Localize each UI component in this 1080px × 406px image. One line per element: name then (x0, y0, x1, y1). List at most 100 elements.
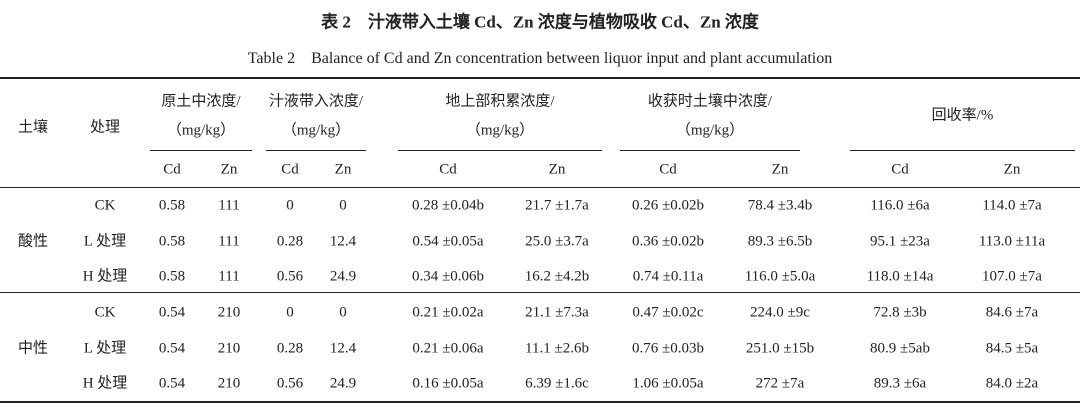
table-title: 表 2 汁液带入土壤 Cd、Zn 浓度与植物吸收 Cd、Zn 浓度 (321, 12, 759, 32)
table-cell: 114.0 ±7a (982, 197, 1042, 214)
group-rule (150, 150, 252, 151)
table-cell: 210 (217, 340, 241, 356)
group-header: 回收率/% (931, 107, 994, 124)
table-cell: 72.8 ±3b (873, 304, 927, 321)
column-header: 处理 (89, 119, 121, 136)
table-cell: 0 (286, 304, 294, 321)
table-cell: 111 (218, 233, 240, 249)
group-header: 收获时土壤中浓度/ (647, 93, 773, 110)
table-cell: 11.1 ±2.6b (525, 340, 589, 356)
table-cell: 0.47 ±0.02c (632, 304, 704, 321)
table-cell: 24.9 (329, 375, 357, 392)
table-cell: 0.54 (158, 304, 186, 321)
sub-header: Zn (220, 161, 238, 178)
table-cell: 210 (217, 375, 241, 392)
column-header: 土壤 (17, 119, 49, 136)
table-cell: 0.58 (158, 197, 186, 214)
group-header: 汁液带入浓度/ (268, 93, 364, 110)
group-header: 原土中浓度/ (161, 93, 241, 110)
table-cell: 0.58 (158, 233, 186, 249)
table-cell: 0.28 (276, 233, 304, 249)
table-cell: 95.1 ±23a (870, 233, 930, 249)
table-cell: 0.28 (276, 340, 304, 356)
table-cell: 0.76 ±0.03b (632, 340, 704, 356)
bottom-rule (0, 401, 1080, 403)
table-cell: 0.26 ±0.02b (632, 197, 704, 214)
table-cell: 24.9 (329, 268, 357, 285)
soil-label: 中性 (17, 340, 49, 356)
top-rule (0, 77, 1080, 79)
table-cell: 78.4 ±3.4b (747, 197, 813, 214)
table-cell: 107.0 ±7a (982, 268, 1042, 285)
table-cell: 118.0 ±14a (866, 268, 934, 285)
table-cell: 210 (217, 304, 241, 321)
sub-header: Zn (334, 161, 352, 178)
table-subtitle: Table 2 Balance of Cd and Zn concentrati… (247, 50, 833, 67)
table-cell: 80.9 ±5ab (870, 340, 930, 356)
treatment-label: CK (94, 304, 116, 321)
table-cell: 84.0 ±2a (985, 375, 1039, 392)
table-cell: 12.4 (329, 340, 357, 356)
table-cell: 0.21 ±0.06a (412, 340, 484, 356)
table-cell: 251.0 ±15b (745, 340, 815, 356)
table-cell: 21.1 ±7.3a (525, 304, 589, 321)
group-header: （mg/kg） (675, 122, 745, 139)
sub-header: Cd (281, 161, 299, 178)
table-cell: 0 (286, 197, 294, 214)
soil-label: 酸性 (17, 233, 49, 249)
group-header: （mg/kg） (166, 122, 236, 139)
group-header: （mg/kg） (465, 122, 535, 139)
sub-header: Cd (891, 161, 909, 178)
sub-header: Zn (548, 161, 566, 178)
table-cell: 116.0 ±6a (870, 197, 930, 214)
treatment-label: CK (94, 197, 116, 214)
group-rule (398, 150, 602, 151)
table-cell: 25.0 ±3.7a (525, 233, 589, 249)
sub-header: Zn (1003, 161, 1021, 178)
table-cell: 0.28 ±0.04b (412, 197, 484, 214)
table-cell: 0 (339, 304, 347, 321)
table-cell: 6.39 ±1.6c (525, 375, 589, 392)
table-cell: 12.4 (329, 233, 357, 249)
table-cell: 84.5 ±5a (985, 340, 1039, 356)
sub-header: Cd (659, 161, 677, 178)
table-cell: 113.0 ±11a (978, 233, 1046, 249)
table-cell: 16.2 ±4.2b (524, 268, 590, 285)
group-rule (850, 150, 1075, 151)
table-cell: 0.34 ±0.06b (412, 268, 484, 285)
table-cell: 0.56 (276, 375, 304, 392)
treatment-label: H 处理 (82, 375, 128, 392)
table-cell: 111 (218, 197, 240, 214)
treatment-label: L 处理 (83, 340, 127, 356)
table-cell: 0.58 (158, 268, 186, 285)
table-cell: 21.7 ±1.7a (525, 197, 589, 214)
table-cell: 0.74 ±0.11a (632, 268, 704, 285)
sub-header: Cd (163, 161, 181, 178)
table-cell: 0 (339, 197, 347, 214)
table-cell: 0.54 (158, 340, 186, 356)
section-rule (0, 292, 1080, 293)
table-cell: 89.3 ±6a (873, 375, 927, 392)
table-cell: 0.36 ±0.02b (632, 233, 704, 249)
sub-header: Zn (771, 161, 789, 178)
table-cell: 0.21 ±0.02a (412, 304, 484, 321)
group-header: 地上部积累浓度/ (445, 93, 555, 110)
group-header: （mg/kg） (281, 122, 351, 139)
table-cell: 111 (218, 268, 240, 285)
table-cell: 0.54 (158, 375, 186, 392)
table-cell: 224.0 ±9c (750, 304, 810, 321)
treatment-label: H 处理 (82, 268, 128, 285)
head-rule (0, 187, 1080, 188)
table-cell: 89.3 ±6.5b (747, 233, 813, 249)
table-cell: 84.6 ±7a (985, 304, 1039, 321)
table-cell: 0.54 ±0.05a (412, 233, 484, 249)
table-cell: 116.0 ±5.0a (744, 268, 816, 285)
table-cell: 0.16 ±0.05a (412, 375, 484, 392)
group-rule (620, 150, 800, 151)
sub-header: Cd (439, 161, 457, 178)
table-cell: 272 ±7a (755, 375, 805, 392)
table-cell: 0.56 (276, 268, 304, 285)
table-cell: 1.06 ±0.05a (632, 375, 704, 392)
group-rule (266, 150, 366, 151)
